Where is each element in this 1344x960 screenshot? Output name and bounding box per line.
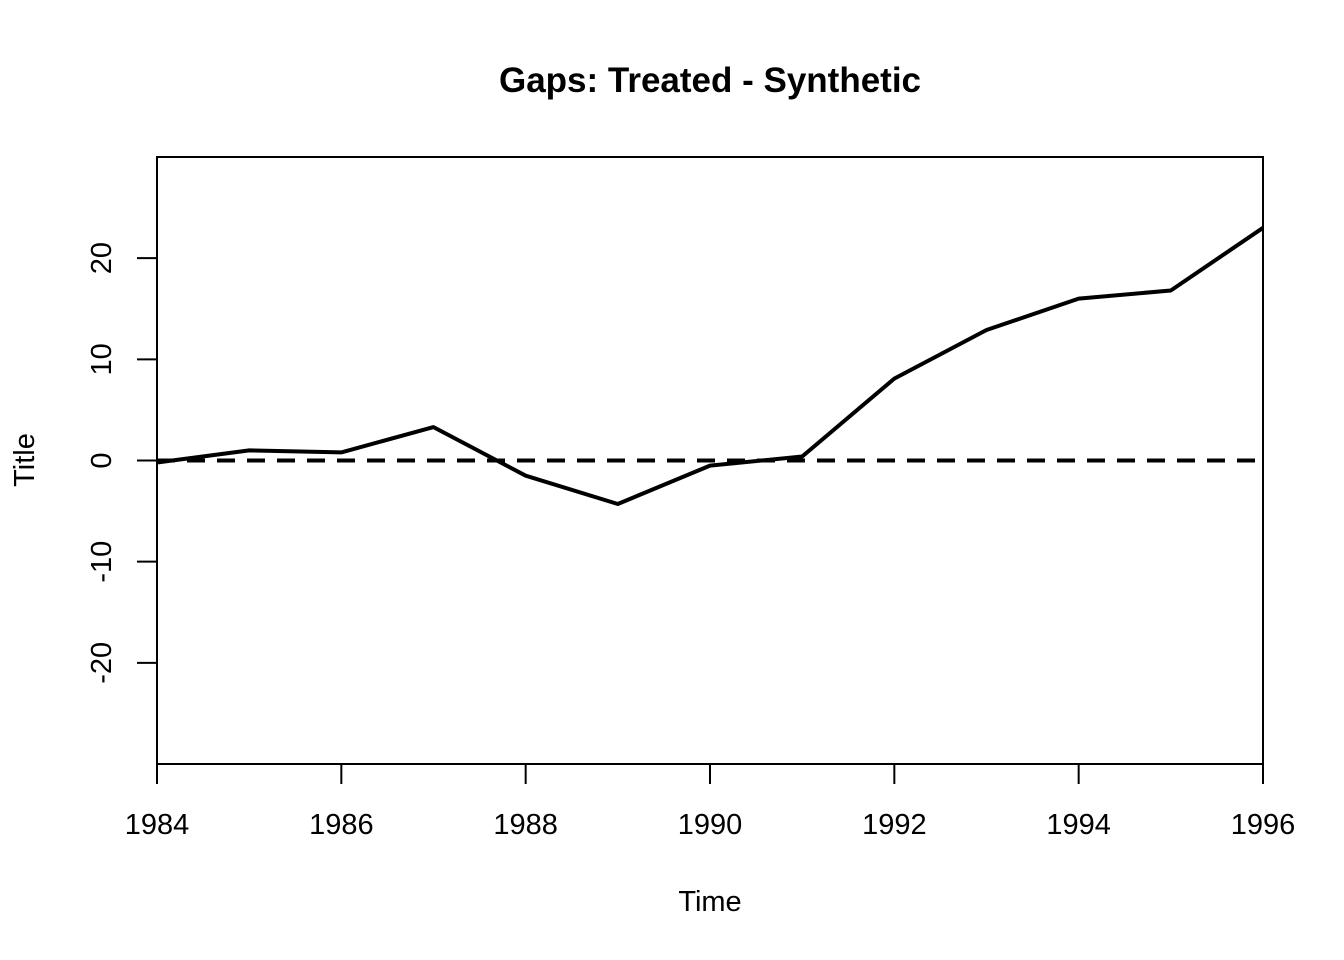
y-tick-label: -20 — [86, 642, 118, 684]
y-tick-label: 20 — [86, 242, 118, 274]
gap-series-line — [156, 226, 1265, 506]
series-layer — [156, 226, 1265, 506]
y-tick-label: 10 — [86, 343, 118, 375]
x-axis-label: Time — [678, 886, 741, 918]
x-tick-label: 1994 — [1046, 809, 1111, 841]
x-tick-label: 1986 — [309, 809, 374, 841]
x-axis: 1984 1986 1988 1990 1992 1994 1996 — [125, 764, 1296, 841]
x-tick-label: 1990 — [678, 809, 743, 841]
chart-title: Gaps: Treated - Synthetic — [499, 61, 921, 100]
x-tick-label: 1992 — [862, 809, 927, 841]
x-tick-label: 1988 — [493, 809, 558, 841]
y-tick-label: 0 — [86, 452, 118, 468]
y-axis: -20 -10 0 10 20 — [86, 242, 157, 684]
y-tick-label: -10 — [86, 541, 118, 583]
y-axis-label: Title — [9, 433, 41, 487]
x-tick-label: 1996 — [1231, 809, 1296, 841]
x-tick-label: 1984 — [125, 809, 190, 841]
